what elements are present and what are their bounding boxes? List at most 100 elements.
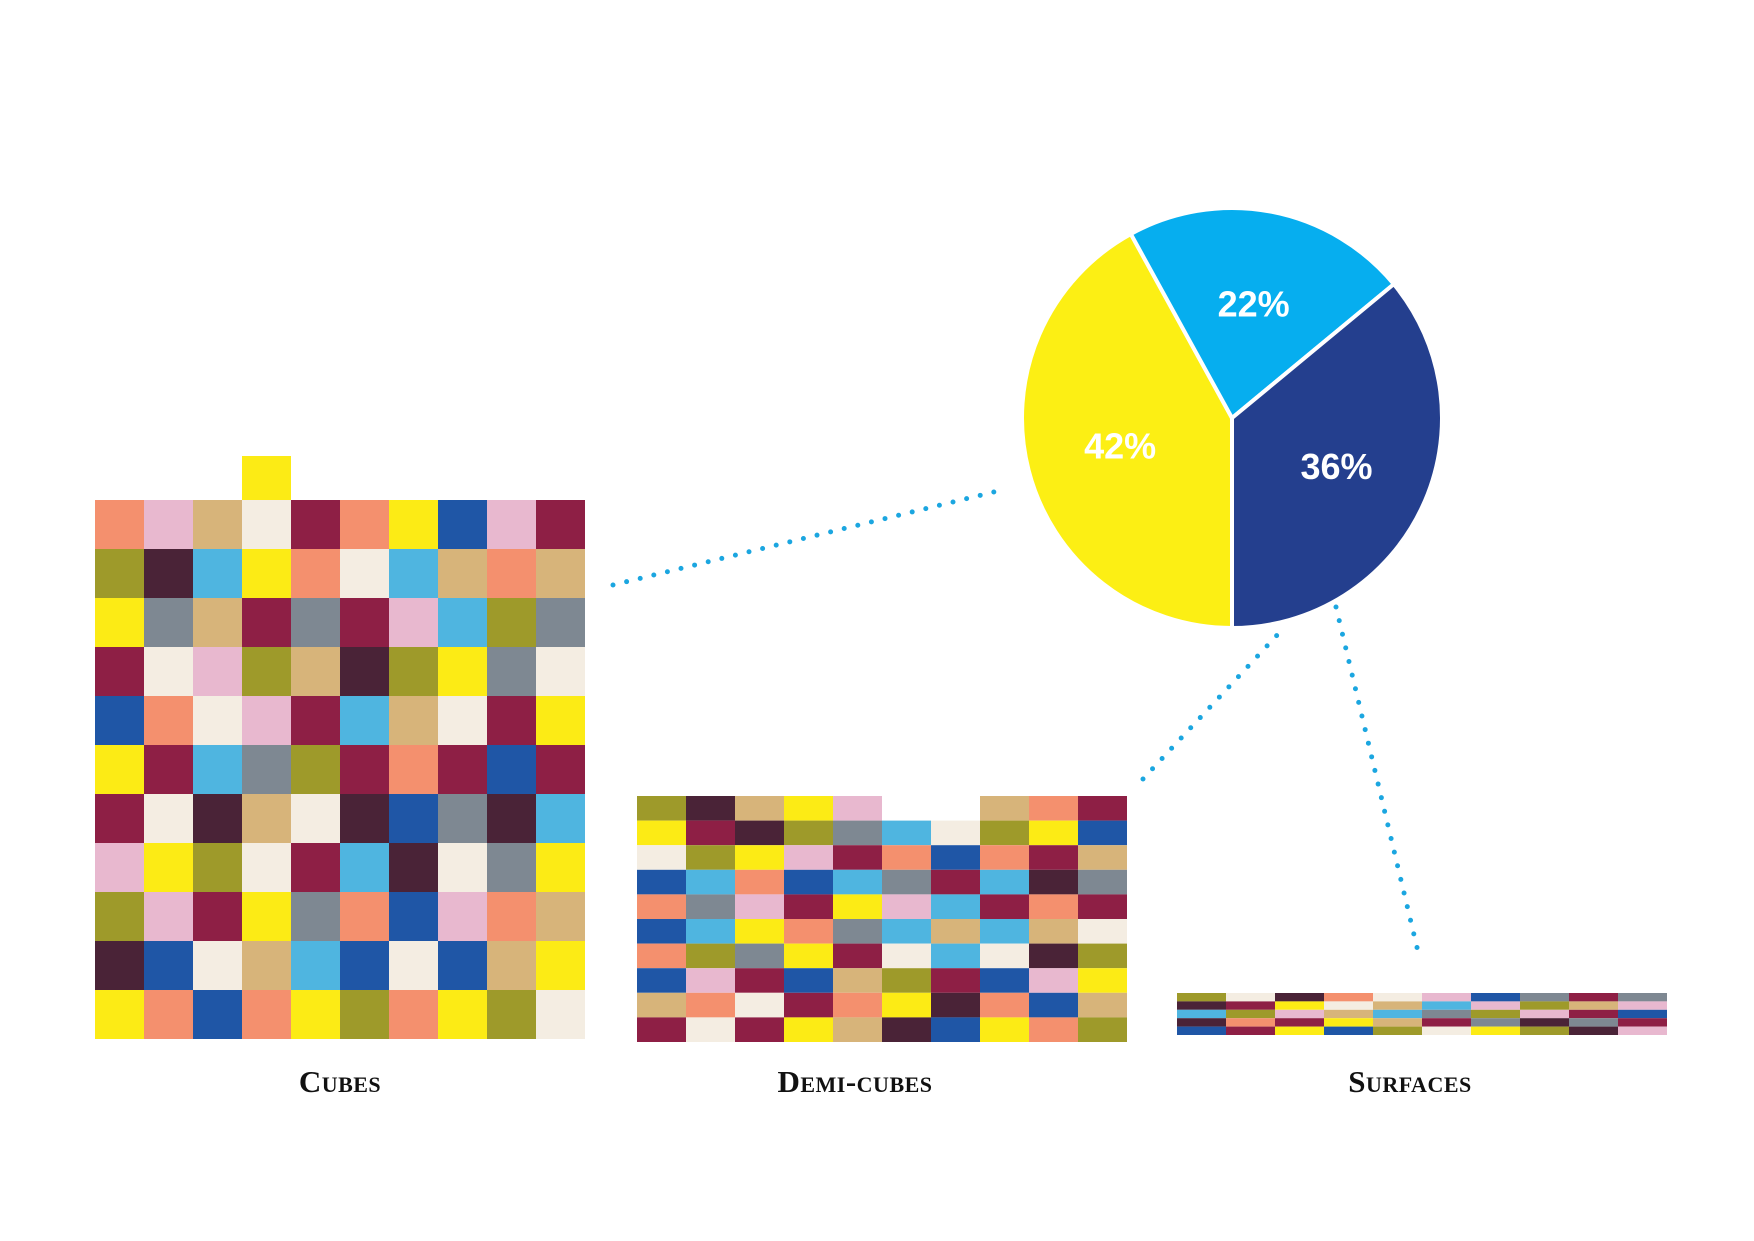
demi-cube-tile	[784, 1017, 833, 1042]
demi-cube-tile	[637, 820, 686, 846]
surfaces-tile-block	[1177, 993, 1667, 1035]
demi-cube-tile	[833, 1017, 882, 1042]
dotted-connector	[1333, 604, 1423, 963]
demi-cube-tile	[1029, 869, 1078, 895]
cube-tile	[144, 892, 193, 941]
cube-tile	[95, 598, 144, 647]
demi-cube-tile	[882, 845, 931, 870]
demi-cube-tile	[980, 894, 1029, 919]
cube-tile	[536, 745, 585, 794]
cube-tile	[536, 941, 585, 990]
demi-cube-tile	[833, 820, 882, 846]
cube-tile	[340, 549, 389, 598]
surface-tile	[1422, 1018, 1471, 1027]
cube-tile	[291, 990, 340, 1039]
cube-tile	[438, 696, 487, 745]
surface-tile	[1520, 1009, 1569, 1019]
demi-cube-tile	[735, 1017, 784, 1042]
cube-tile	[193, 843, 242, 892]
demi-cube-tile	[931, 894, 980, 919]
demi-cube-tile	[735, 869, 784, 895]
pie-slice-label: 22%	[1218, 284, 1290, 325]
demi-cube-tile	[882, 943, 931, 969]
cube-tile	[193, 647, 242, 696]
cube-tile	[144, 745, 193, 794]
cube-tile	[536, 794, 585, 843]
surface-tile	[1324, 1018, 1373, 1027]
surface-tile	[1618, 1001, 1667, 1010]
demi-cube-tile	[980, 796, 1029, 821]
cube-tile	[438, 990, 487, 1039]
demi-cube-tile	[833, 943, 882, 969]
demi-cube-tile	[735, 845, 784, 870]
demi-cube-tile	[686, 869, 735, 895]
cube-tile	[340, 598, 389, 647]
cube-tile	[95, 794, 144, 843]
surface-tile	[1422, 1026, 1471, 1035]
cube-tile	[242, 456, 291, 500]
cube-tile	[340, 794, 389, 843]
cubes-tile-block	[95, 456, 585, 1039]
surface-tile	[1324, 993, 1373, 1002]
demi-cube-tile	[637, 845, 686, 870]
demi-cube-tile	[882, 919, 931, 944]
demi-cube-tile	[784, 894, 833, 919]
cube-tile	[536, 598, 585, 647]
demi-cube-tile	[637, 919, 686, 944]
cube-tile	[291, 892, 340, 941]
surface-tile	[1373, 993, 1422, 1002]
demi-cube-tile	[1078, 845, 1127, 870]
surface-tile	[1275, 1001, 1324, 1010]
cube-tile	[144, 843, 193, 892]
cube-tile	[536, 647, 585, 696]
demi-cube-tile	[882, 968, 931, 993]
dotted-connector	[1140, 629, 1283, 782]
demi-cube-tile	[931, 820, 980, 846]
cube-tile	[438, 892, 487, 941]
demi-cube-tile	[637, 869, 686, 895]
demi-cube-tile	[686, 968, 735, 993]
cube-tile	[389, 745, 438, 794]
cube-tile	[536, 549, 585, 598]
cube-tile	[438, 745, 487, 794]
demi-cube-tile	[1029, 919, 1078, 944]
cube-tile	[193, 745, 242, 794]
cube-tile	[242, 598, 291, 647]
cube-tile	[389, 647, 438, 696]
surface-tile	[1471, 1001, 1520, 1010]
cube-tile	[193, 990, 242, 1039]
demi-cube-tile	[931, 992, 980, 1018]
cube-tile	[536, 843, 585, 892]
demi-cube-tile	[735, 820, 784, 846]
surface-tile	[1520, 993, 1569, 1002]
demi-cube-tile	[931, 845, 980, 870]
demi-cube-tile	[980, 820, 1029, 846]
surface-tile	[1471, 993, 1520, 1002]
cube-tile	[193, 500, 242, 549]
demi-cube-tile	[1078, 894, 1127, 919]
cube-tile	[340, 892, 389, 941]
surface-tile	[1177, 1001, 1226, 1010]
cube-tile	[389, 843, 438, 892]
surface-tile	[1471, 1009, 1520, 1019]
demi-cube-tile	[980, 845, 1029, 870]
cube-tile	[242, 892, 291, 941]
surface-tile	[1422, 993, 1471, 1002]
demi-cube-tile	[931, 968, 980, 993]
cube-tile	[438, 794, 487, 843]
surfaces-label: Surfaces	[1348, 1064, 1472, 1099]
cube-tile	[95, 549, 144, 598]
cube-tile	[242, 990, 291, 1039]
demi-cube-tile	[833, 796, 882, 821]
cube-tile	[242, 500, 291, 549]
cube-tile	[144, 990, 193, 1039]
cube-tile	[536, 696, 585, 745]
pie-slice	[1020, 231, 1234, 631]
surface-tile	[1324, 1026, 1373, 1035]
surface-tile	[1226, 1026, 1275, 1035]
demi-cube-tile	[980, 992, 1029, 1018]
cube-tile	[291, 598, 340, 647]
demi-cube-tile	[1078, 943, 1127, 969]
cube-tile	[487, 941, 536, 990]
